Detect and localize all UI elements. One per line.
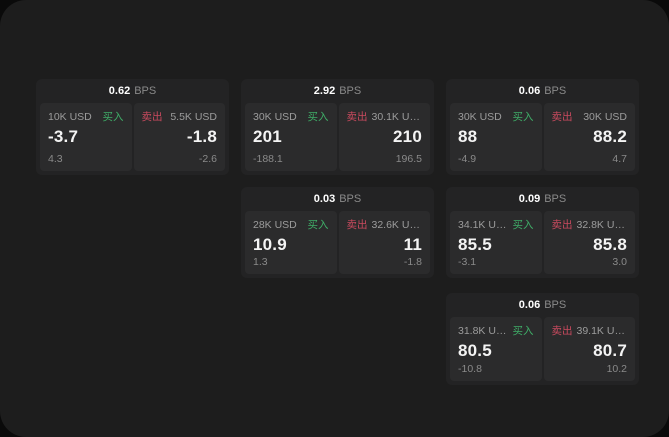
quote-card: 0.09 BPS 34.1K USD 买入 85.5 -3.1 卖出 32.8K… (446, 187, 639, 278)
buy-notional: 28K USD (253, 218, 297, 231)
sell-pane[interactable]: 卖出 30K USD 88.2 4.7 (543, 103, 635, 171)
buy-subvalue: 4.3 (48, 153, 63, 165)
sell-price: 88.2 (593, 127, 627, 146)
sell-subvalue: 4.7 (612, 153, 627, 165)
buy-notional: 34.1K USD (458, 218, 509, 231)
buy-subvalue: 1.3 (253, 256, 268, 268)
buy-notional: 31.8K USD (458, 324, 509, 337)
buy-pane[interactable]: 30K USD 买入 88 -4.9 (450, 103, 542, 171)
quote-card: 0.03 BPS 28K USD 买入 10.9 1.3 卖出 32.6K US… (241, 187, 434, 278)
sell-pane[interactable]: 卖出 39.1K USD 80.7 10.2 (543, 317, 635, 381)
bps-unit-label: BPS (339, 193, 362, 205)
buy-price: -3.7 (48, 127, 79, 146)
quote-panes: 31.8K USD 买入 80.5 -10.8 卖出 39.1K USD 80.… (446, 317, 639, 385)
buy-price: 85.5 (458, 235, 492, 254)
sell-notional: 32.8K USD (576, 218, 628, 231)
bps-unit-label: BPS (544, 299, 567, 311)
sell-notional: 30K USD (583, 110, 627, 123)
bps-value: 0.06 (518, 85, 541, 97)
sell-side-label: 卖出 (551, 325, 573, 337)
buy-side-label: 买入 (512, 219, 534, 231)
buy-side-label: 买入 (307, 111, 329, 123)
bps-value: 0.06 (518, 299, 541, 311)
sell-side-label: 卖出 (346, 219, 368, 231)
buy-notional: 30K USD (458, 110, 502, 123)
quote-card: 0.06 BPS 30K USD 买入 88 -4.9 卖出 30K USD 8… (446, 79, 639, 175)
bps-header: 0.09 BPS (446, 187, 639, 211)
buy-price: 88 (458, 127, 478, 146)
buy-side-label: 买入 (512, 111, 534, 123)
buy-price: 80.5 (458, 341, 492, 360)
bps-header: 0.62 BPS (36, 79, 229, 103)
buy-subvalue: -4.9 (458, 153, 477, 165)
sell-notional: 39.1K USD (576, 324, 628, 337)
sell-pane[interactable]: 卖出 32.6K USD 11 -1.8 (338, 211, 430, 274)
quote-panes: 28K USD 买入 10.9 1.3 卖出 32.6K USD 11 -1.8 (241, 211, 434, 278)
sell-price: -1.8 (186, 127, 217, 146)
buy-pane[interactable]: 30K USD 买入 201 -188.1 (245, 103, 337, 171)
sell-side-label: 卖出 (551, 111, 573, 123)
buy-side-label: 买入 (307, 219, 329, 231)
bps-value: 2.92 (313, 85, 336, 97)
sell-notional: 30.1K USD (371, 110, 423, 123)
buy-pane[interactable]: 31.8K USD 买入 80.5 -10.8 (450, 317, 542, 381)
sell-pane[interactable]: 卖出 32.8K USD 85.8 3.0 (543, 211, 635, 274)
sell-side-label: 卖出 (346, 111, 368, 123)
buy-side-label: 买入 (512, 325, 534, 337)
bps-header: 2.92 BPS (241, 79, 434, 103)
quote-panes: 10K USD 买入 -3.7 4.3 卖出 5.5K USD -1.8 -2.… (36, 103, 229, 175)
sell-subvalue: 10.2 (606, 363, 627, 375)
buy-price: 201 (253, 127, 282, 146)
bps-unit-label: BPS (339, 85, 362, 97)
quote-panes: 30K USD 买入 88 -4.9 卖出 30K USD 88.2 4.7 (446, 103, 639, 175)
bps-unit-label: BPS (134, 85, 157, 97)
buy-notional: 10K USD (48, 110, 92, 123)
buy-side-label: 买入 (102, 111, 124, 123)
quote-card: 0.62 BPS 10K USD 买入 -3.7 4.3 卖出 5.5K USD… (36, 79, 229, 175)
sell-subvalue: 3.0 (612, 256, 627, 268)
quote-card: 2.92 BPS 30K USD 买入 201 -188.1 卖出 30.1K … (241, 79, 434, 175)
quote-card: 0.06 BPS 31.8K USD 买入 80.5 -10.8 卖出 39.1… (446, 293, 639, 385)
sell-subvalue: 196.5 (395, 153, 422, 165)
sell-pane[interactable]: 卖出 30.1K USD 210 196.5 (338, 103, 430, 171)
sell-notional: 32.6K USD (371, 218, 423, 231)
buy-pane[interactable]: 10K USD 买入 -3.7 4.3 (40, 103, 132, 171)
bps-header: 0.03 BPS (241, 187, 434, 211)
sell-price: 11 (403, 235, 422, 254)
buy-subvalue: -3.1 (458, 256, 477, 268)
sell-side-label: 卖出 (551, 219, 573, 231)
buy-notional: 30K USD (253, 110, 297, 123)
quote-panes: 34.1K USD 买入 85.5 -3.1 卖出 32.8K USD 85.8… (446, 211, 639, 278)
buy-subvalue: -188.1 (253, 153, 283, 165)
sell-price: 85.8 (593, 235, 627, 254)
bps-header: 0.06 BPS (446, 79, 639, 103)
bps-header: 0.06 BPS (446, 293, 639, 317)
bps-unit-label: BPS (544, 85, 567, 97)
quote-panes: 30K USD 买入 201 -188.1 卖出 30.1K USD 210 1… (241, 103, 434, 175)
bps-value: 0.62 (108, 85, 131, 97)
buy-pane[interactable]: 34.1K USD 买入 85.5 -3.1 (450, 211, 542, 274)
sell-price: 80.7 (593, 341, 627, 360)
bps-unit-label: BPS (544, 193, 567, 205)
bps-value: 0.09 (518, 193, 541, 205)
buy-subvalue: -10.8 (458, 363, 482, 375)
sell-pane[interactable]: 卖出 5.5K USD -1.8 -2.6 (133, 103, 225, 171)
buy-price: 10.9 (253, 235, 287, 254)
sell-subvalue: -2.6 (198, 153, 217, 165)
buy-pane[interactable]: 28K USD 买入 10.9 1.3 (245, 211, 337, 274)
sell-price: 210 (393, 127, 422, 146)
bps-value: 0.03 (313, 193, 336, 205)
sell-side-label: 卖出 (141, 111, 163, 123)
sell-subvalue: -1.8 (403, 256, 422, 268)
sell-notional: 5.5K USD (170, 110, 217, 123)
